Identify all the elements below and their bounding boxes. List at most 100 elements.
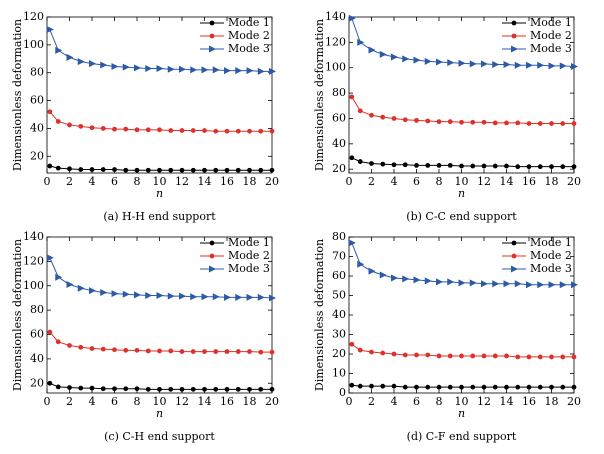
y-tick-label: 20: [30, 376, 44, 389]
data-point: [481, 280, 488, 288]
x-tick-label: 12: [477, 395, 491, 408]
x-tick-label: 12: [175, 175, 189, 188]
x-tick-label: 20: [265, 175, 279, 188]
data-point: [369, 383, 374, 389]
y-tick-label: 20: [332, 162, 346, 175]
data-point: [548, 281, 556, 289]
x-tick-label: 18: [545, 175, 559, 188]
data-point: [537, 121, 543, 126]
data-point: [504, 163, 509, 169]
data-point: [357, 347, 363, 353]
y-tick-label: 140: [325, 10, 346, 23]
data-point: [134, 386, 140, 392]
data-point: [55, 119, 61, 124]
x-tick-label: 20: [567, 175, 581, 188]
data-point: [514, 280, 522, 288]
data-point: [55, 165, 61, 171]
data-point: [100, 126, 106, 131]
y-tick-label: 60: [332, 111, 346, 124]
series-line: [351, 96, 574, 125]
data-point: [537, 164, 543, 170]
data-point: [504, 353, 509, 359]
data-point: [269, 349, 275, 355]
data-point: [235, 293, 243, 301]
data-point: [459, 163, 464, 169]
data-point: [112, 167, 117, 172]
data-point: [458, 279, 466, 287]
data-point: [560, 354, 566, 360]
x-tick-label: 8: [436, 175, 443, 188]
data-point: [258, 167, 264, 173]
data-point: [77, 284, 85, 292]
data-point: [258, 128, 264, 134]
legend-marker: [511, 33, 517, 39]
data-point: [213, 386, 219, 392]
data-point: [78, 167, 84, 172]
x-tick-label: 8: [134, 175, 141, 188]
data-point: [89, 385, 95, 391]
y-tick-label: 30: [332, 328, 346, 341]
legend-marker: [511, 240, 517, 246]
data-point: [269, 128, 275, 134]
data-point: [447, 384, 453, 390]
data-point: [67, 385, 72, 390]
y-axis-label: Dimensionless deformation: [11, 19, 24, 171]
x-tick-label: 10: [455, 175, 469, 188]
y-axis-label: Dimensionless deformation: [313, 19, 326, 171]
x-tick-label: 14: [500, 395, 514, 408]
data-point: [549, 164, 554, 170]
data-point: [190, 293, 198, 301]
data-point: [348, 239, 356, 247]
y-tick-label: 80: [30, 66, 44, 79]
data-point: [55, 46, 63, 54]
y-tick-label: 100: [325, 61, 346, 74]
data-point: [492, 163, 498, 169]
y-tick-label: 60: [30, 94, 44, 107]
data-point: [515, 120, 521, 126]
x-tick-label: 4: [89, 395, 96, 408]
data-point: [78, 344, 84, 350]
x-tick-label: 20: [567, 395, 581, 408]
data-point: [235, 167, 241, 173]
data-point: [123, 386, 129, 392]
legend-label: Mode 2: [530, 249, 572, 262]
x-tick-label: 16: [522, 395, 536, 408]
legend-marker: [511, 265, 518, 273]
data-point: [123, 347, 129, 353]
data-point: [269, 386, 275, 392]
data-point: [247, 167, 252, 173]
data-point: [168, 348, 174, 354]
data-point: [548, 62, 556, 70]
x-tick-label: 12: [477, 175, 491, 188]
data-point: [380, 383, 386, 389]
data-point: [235, 128, 241, 134]
legend-label: Mode 3: [530, 262, 572, 275]
y-tick-label: 0: [339, 386, 346, 399]
y-axis-label: Dimensionless deformation: [11, 239, 24, 391]
y-tick-label: 20: [332, 347, 346, 360]
data-point: [134, 127, 140, 133]
data-point: [481, 60, 488, 68]
data-point: [492, 61, 500, 69]
data-point: [459, 119, 464, 125]
data-point: [55, 339, 61, 345]
data-point: [190, 128, 196, 133]
data-point: [447, 59, 455, 67]
x-tick-label: 4: [391, 175, 398, 188]
data-point: [47, 109, 53, 115]
data-point: [515, 164, 521, 170]
data-point: [67, 122, 72, 128]
data-point: [537, 61, 545, 69]
legend-label: Mode 2: [228, 249, 270, 262]
data-point: [526, 281, 533, 289]
data-point: [571, 62, 578, 70]
data-point: [414, 162, 419, 168]
data-point: [492, 384, 498, 390]
data-point: [111, 62, 119, 70]
data-point: [402, 352, 408, 358]
y-tick-label: 40: [30, 352, 44, 365]
data-point: [526, 384, 532, 390]
data-point: [559, 281, 567, 289]
data-point: [503, 61, 511, 69]
data-point: [459, 353, 464, 359]
